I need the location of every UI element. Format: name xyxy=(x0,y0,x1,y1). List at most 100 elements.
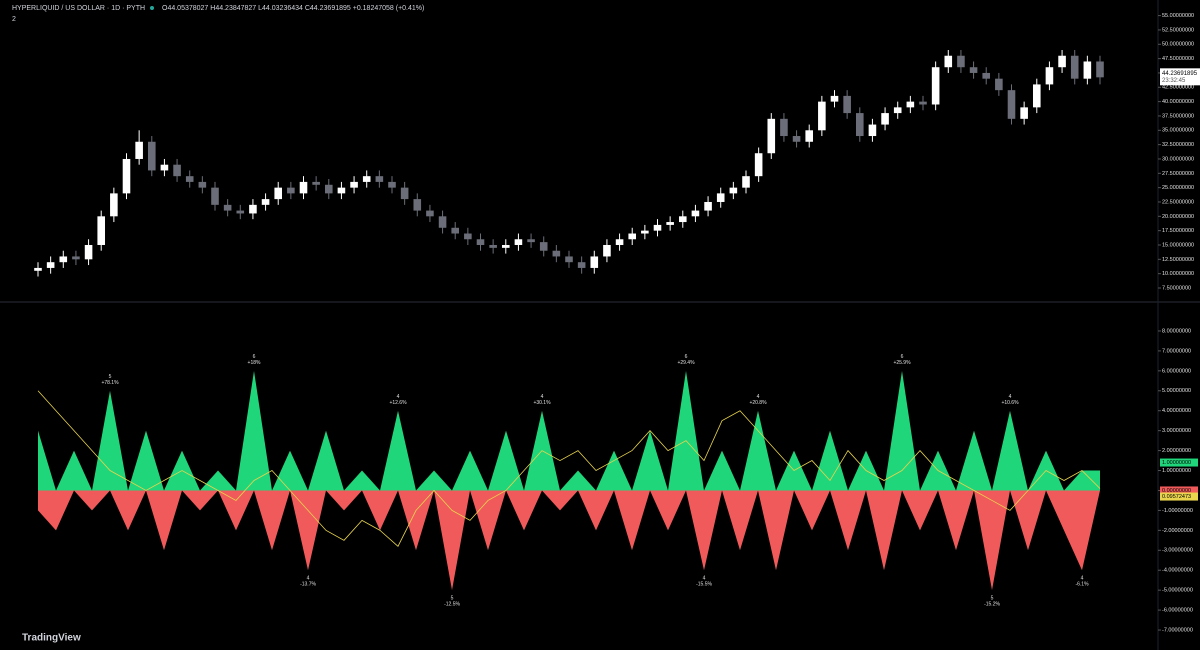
indicator-toggle[interactable]: 2 xyxy=(12,16,16,23)
y-tick-label: -7.00000000 xyxy=(1162,627,1193,633)
candle-body xyxy=(1007,90,1016,119)
candle-body xyxy=(198,181,207,188)
candle-body xyxy=(362,176,371,182)
candle-body xyxy=(1083,61,1092,79)
candle-body xyxy=(46,262,55,268)
annotation-count: 4 xyxy=(541,394,544,400)
y-tick-label: 32.50000000 xyxy=(1162,142,1194,148)
y-tick-label: 40.00000000 xyxy=(1162,99,1194,105)
candle-body xyxy=(995,78,1003,91)
candle-body xyxy=(72,256,80,260)
y-tick-label: 55.00000000 xyxy=(1162,13,1194,19)
candle-body xyxy=(122,158,131,194)
last-price-label: 44.23691895 xyxy=(1162,71,1198,77)
y-tick-label: 7.00000000 xyxy=(1162,348,1191,354)
value-tag xyxy=(1160,458,1198,467)
candle-body xyxy=(1096,61,1104,78)
value-tag-label: 0.09572473 xyxy=(1162,494,1191,500)
candle-body xyxy=(1032,84,1041,108)
annotation-count: 4 xyxy=(1009,394,1012,400)
candle-body xyxy=(350,181,358,188)
annotation-text: +29.4% xyxy=(677,360,695,366)
candle-body xyxy=(792,136,801,142)
candle-body xyxy=(1070,55,1079,79)
y-tick-label: 22.50000000 xyxy=(1162,199,1194,205)
y-tick-label: 52.50000000 xyxy=(1162,27,1194,33)
y-tick-label: -4.00000000 xyxy=(1162,568,1193,574)
candle-body xyxy=(691,210,700,217)
candle-body xyxy=(590,256,599,268)
candle-body xyxy=(489,244,497,248)
y-tick-label: 50.00000000 xyxy=(1162,42,1194,48)
annotation-text: -6.1% xyxy=(1075,582,1089,588)
status-dot xyxy=(150,6,154,10)
candle-body xyxy=(312,181,320,185)
candle-body xyxy=(754,153,763,177)
candle-body xyxy=(388,181,396,188)
candle-body xyxy=(957,55,965,68)
candle-body xyxy=(514,239,523,245)
candle-body xyxy=(451,227,460,234)
candle-body xyxy=(805,130,814,142)
annotation-count: 4 xyxy=(757,394,760,400)
y-tick-label: 20.00000000 xyxy=(1162,214,1194,220)
candle-body xyxy=(780,118,788,137)
y-tick-label: 2.00000000 xyxy=(1162,448,1191,454)
candle-body xyxy=(906,101,915,108)
y-tick-label: 6.00000000 xyxy=(1162,368,1191,374)
value-tag xyxy=(1160,492,1198,501)
candle-body xyxy=(324,184,333,194)
candle-body xyxy=(337,187,346,194)
y-tick-label: 4.00000000 xyxy=(1162,408,1191,414)
candle-body xyxy=(400,187,409,200)
countdown-label: 23:32:45 xyxy=(1162,78,1186,84)
annotation-count: 4 xyxy=(1081,576,1084,582)
candle-body xyxy=(211,187,219,205)
candle-body xyxy=(577,262,586,268)
candle-body xyxy=(110,193,118,217)
area-series xyxy=(38,490,1100,591)
y-tick-label: -3.00000000 xyxy=(1162,548,1193,554)
candle-body xyxy=(173,164,181,177)
annotation-text: -13.7% xyxy=(300,582,316,588)
value-tag-label: 0.00000000 xyxy=(1162,488,1191,494)
candle-body xyxy=(742,176,750,188)
y-tick-label: 35.00000000 xyxy=(1162,128,1194,134)
candle-body xyxy=(818,101,826,131)
annotation-count: 4 xyxy=(307,576,310,582)
candle-body xyxy=(261,199,270,205)
candle-body xyxy=(527,239,535,243)
y-tick-label: 37.50000000 xyxy=(1162,113,1194,119)
candle-body xyxy=(160,164,169,171)
candle-body xyxy=(1020,107,1028,119)
candle-body xyxy=(969,67,978,73)
candle-body xyxy=(426,210,434,217)
annotation-count: 5 xyxy=(451,595,454,601)
annotation-count: 6 xyxy=(685,354,688,360)
candle-body xyxy=(84,244,93,260)
candle-body xyxy=(476,239,485,245)
candle-body xyxy=(539,242,548,251)
y-tick-label: -5.00000000 xyxy=(1162,588,1193,594)
candle-body xyxy=(552,250,561,257)
candle-body xyxy=(565,256,573,263)
brand-logo[interactable]: TradingView xyxy=(22,633,81,644)
candle-body xyxy=(767,118,776,154)
candle-body xyxy=(881,113,889,125)
symbol-title[interactable]: HYPERLIQUID / US DOLLAR · 1D · PYTH xyxy=(12,5,145,12)
y-tick-label: 47.50000000 xyxy=(1162,56,1194,62)
annotation-text: +78.1% xyxy=(101,380,119,386)
candle-body xyxy=(931,67,940,105)
candle-body xyxy=(615,239,624,245)
candle-body xyxy=(843,95,851,114)
value-tag xyxy=(1160,486,1198,495)
candle-body xyxy=(830,95,839,102)
y-tick-label: 17.50000000 xyxy=(1162,228,1194,234)
y-tick-label: 15.00000000 xyxy=(1162,242,1194,248)
y-tick-label: 10.00000000 xyxy=(1162,271,1194,277)
candle-body xyxy=(501,244,510,248)
y-tick-label: -2.00000000 xyxy=(1162,528,1193,534)
candle-body xyxy=(919,101,927,105)
